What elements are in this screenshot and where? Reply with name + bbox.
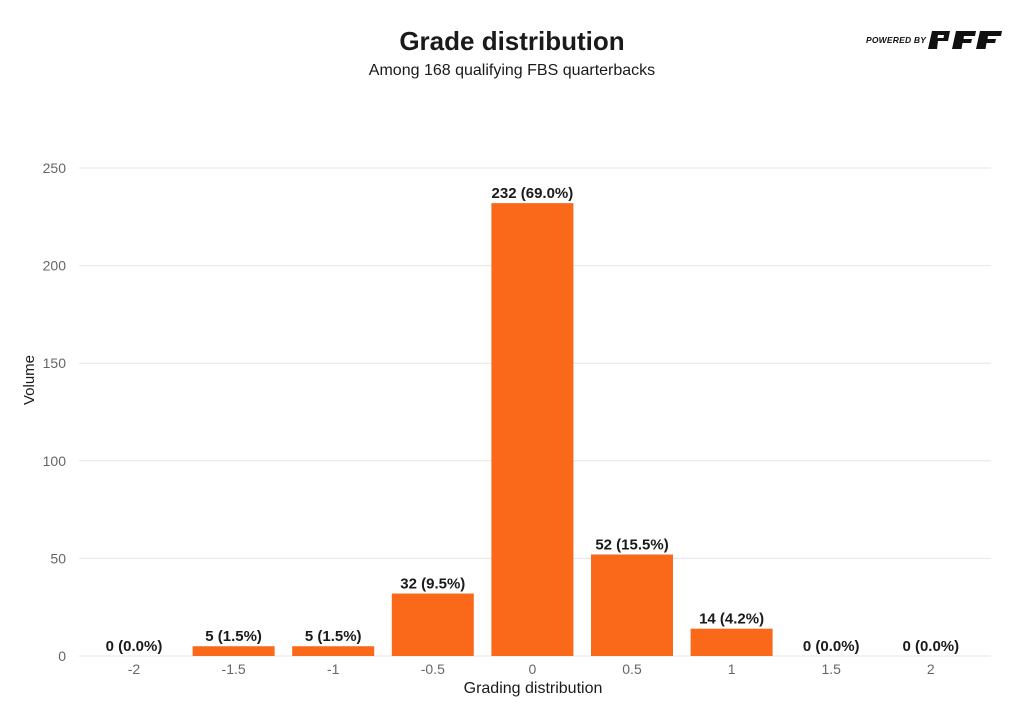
x-axis-label: Grading distribution [464, 680, 603, 697]
x-tick-label: -1 [327, 661, 340, 677]
bar-value-label: 52 (15.5%) [595, 536, 668, 553]
bar-value-label: 0 (0.0%) [902, 638, 959, 655]
chart-title: Grade distribution [399, 26, 625, 56]
y-tick-label: 150 [43, 355, 67, 371]
bar-value-label: 232 (69.0%) [492, 185, 574, 202]
bar [391, 593, 474, 656]
x-tick-label: 1.5 [821, 661, 841, 677]
y-tick-label: 250 [43, 160, 67, 176]
x-tick-label: 0 [529, 661, 537, 677]
y-tick-label: 100 [43, 453, 67, 469]
bar [491, 203, 574, 657]
bar-value-label: 0 (0.0%) [106, 638, 163, 655]
bar [690, 628, 773, 656]
bar-labels: 0 (0.0%) 5 (1.5%) 5 (1.5%) 32 (9.5%) 232 (69… [106, 185, 960, 655]
y-tick-label: 0 [58, 648, 66, 664]
y-tick-label: 50 [50, 550, 66, 566]
bars [192, 203, 773, 657]
bar [192, 646, 275, 656]
bar-value-label: 14 (4.2%) [699, 611, 764, 628]
pff-logo-mark [928, 31, 1002, 49]
y-tick-label: 200 [43, 258, 67, 274]
bar [591, 554, 673, 656]
bar-value-label: 5 (1.5%) [305, 628, 362, 645]
x-tick-label: 2 [927, 661, 935, 677]
x-axis-ticks: -2 -1.5 -1 -0.5 0 0.5 1 1.5 2 [128, 661, 935, 677]
x-tick-label: -0.5 [421, 661, 445, 677]
powered-by-text: POWERED BY [866, 35, 927, 45]
pff-logo: POWERED BY [866, 30, 1006, 50]
x-tick-label: 1 [728, 661, 736, 677]
y-axis-label: Volume [21, 355, 38, 405]
chart-subtitle: Among 168 qualifying FBS quarterbacks [368, 62, 656, 79]
y-axis-ticks: 0 50 100 150 200 250 [43, 160, 67, 664]
bar-value-label: 32 (9.5%) [400, 576, 465, 593]
bar-value-label: 0 (0.0%) [803, 638, 860, 655]
x-tick-label: 0.5 [622, 661, 642, 677]
x-tick-label: -1.5 [222, 661, 246, 677]
bar-value-label: 5 (1.5%) [205, 628, 262, 645]
bar [292, 646, 375, 656]
x-tick-label: -2 [128, 661, 141, 677]
